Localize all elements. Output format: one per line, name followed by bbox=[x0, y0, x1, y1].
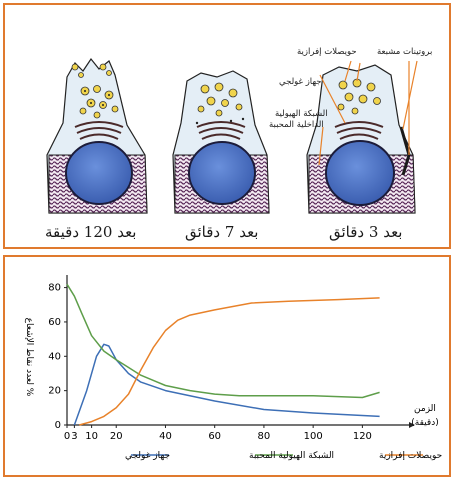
x-tick-label: 100 bbox=[304, 431, 323, 442]
label-secretory-vesicles: حويصلات إفرازية bbox=[297, 47, 357, 57]
label-rer-line2: الداخلية المحببة bbox=[269, 120, 324, 130]
legend-rer: الشبكة الهيولية المحببة bbox=[249, 451, 334, 461]
y-tick-label: 80 bbox=[48, 283, 61, 294]
series-rer-line bbox=[66, 283, 380, 399]
y-tick-label: 60 bbox=[48, 317, 61, 328]
x-axis-label-line2: (دقيقة) bbox=[411, 418, 438, 428]
y-tick-label: 40 bbox=[48, 351, 61, 362]
radioactivity-line-chart: 0 20 40 60 80 0 3 10 20 40 60 80 100 120 % لعدد نقاط … bbox=[24, 275, 442, 461]
x-axis-arrow bbox=[409, 422, 415, 428]
caption-7-min: بعد 7 دقائق bbox=[185, 223, 259, 241]
caption-3-min: بعد 3 دقائق bbox=[329, 223, 403, 241]
chart-axes: 0 20 40 60 80 0 3 10 20 40 60 80 100 120 bbox=[48, 275, 415, 442]
cell-120-min bbox=[46, 57, 148, 214]
x-axis-label-line1: الزمن bbox=[414, 404, 436, 414]
x-tick-label: 3 bbox=[71, 431, 77, 442]
series-vesicles-line bbox=[79, 297, 380, 426]
cell-diagram-panel: بروتينات مشبعة حويصلات إفرازية جهاز غولج… bbox=[3, 3, 451, 249]
chart-series bbox=[66, 283, 380, 426]
label-golgi: جهاز غولجي bbox=[279, 77, 322, 87]
legend-golgi: جهاز غولجي bbox=[125, 451, 170, 461]
series-golgi-line bbox=[73, 343, 380, 426]
cell-3-min bbox=[306, 60, 418, 214]
label-labeled-proteins: بروتينات مشبعة bbox=[377, 47, 433, 57]
chart-legend: جهاز غولجي الشبكة الهيولية المحببة حويصل… bbox=[125, 451, 442, 461]
chart-panel: 0 20 40 60 80 0 3 10 20 40 60 80 100 120 % لعدد نقاط … bbox=[3, 255, 451, 477]
y-tick-label: 0 bbox=[55, 420, 61, 431]
x-tick-label: 40 bbox=[159, 431, 172, 442]
legend-vesicles: حويصلات إفرازية bbox=[379, 451, 442, 461]
y-axis-label: % لعدد نقاط الإشعاع bbox=[24, 318, 34, 397]
x-tick-label: 0 bbox=[64, 431, 70, 442]
x-tick-label: 10 bbox=[85, 431, 98, 442]
x-tick-label: 60 bbox=[208, 431, 221, 442]
caption-120-min: بعد 120 دقيقة bbox=[45, 223, 137, 241]
label-rer-line1: الشبكة الهيولية bbox=[275, 109, 328, 119]
x-tick-label: 120 bbox=[353, 431, 372, 442]
cell-diagrams-svg bbox=[46, 57, 418, 214]
cell-7-min bbox=[172, 70, 270, 214]
x-tick-label: 20 bbox=[110, 431, 123, 442]
x-tick-label: 80 bbox=[258, 431, 271, 442]
y-tick-label: 20 bbox=[48, 386, 61, 397]
